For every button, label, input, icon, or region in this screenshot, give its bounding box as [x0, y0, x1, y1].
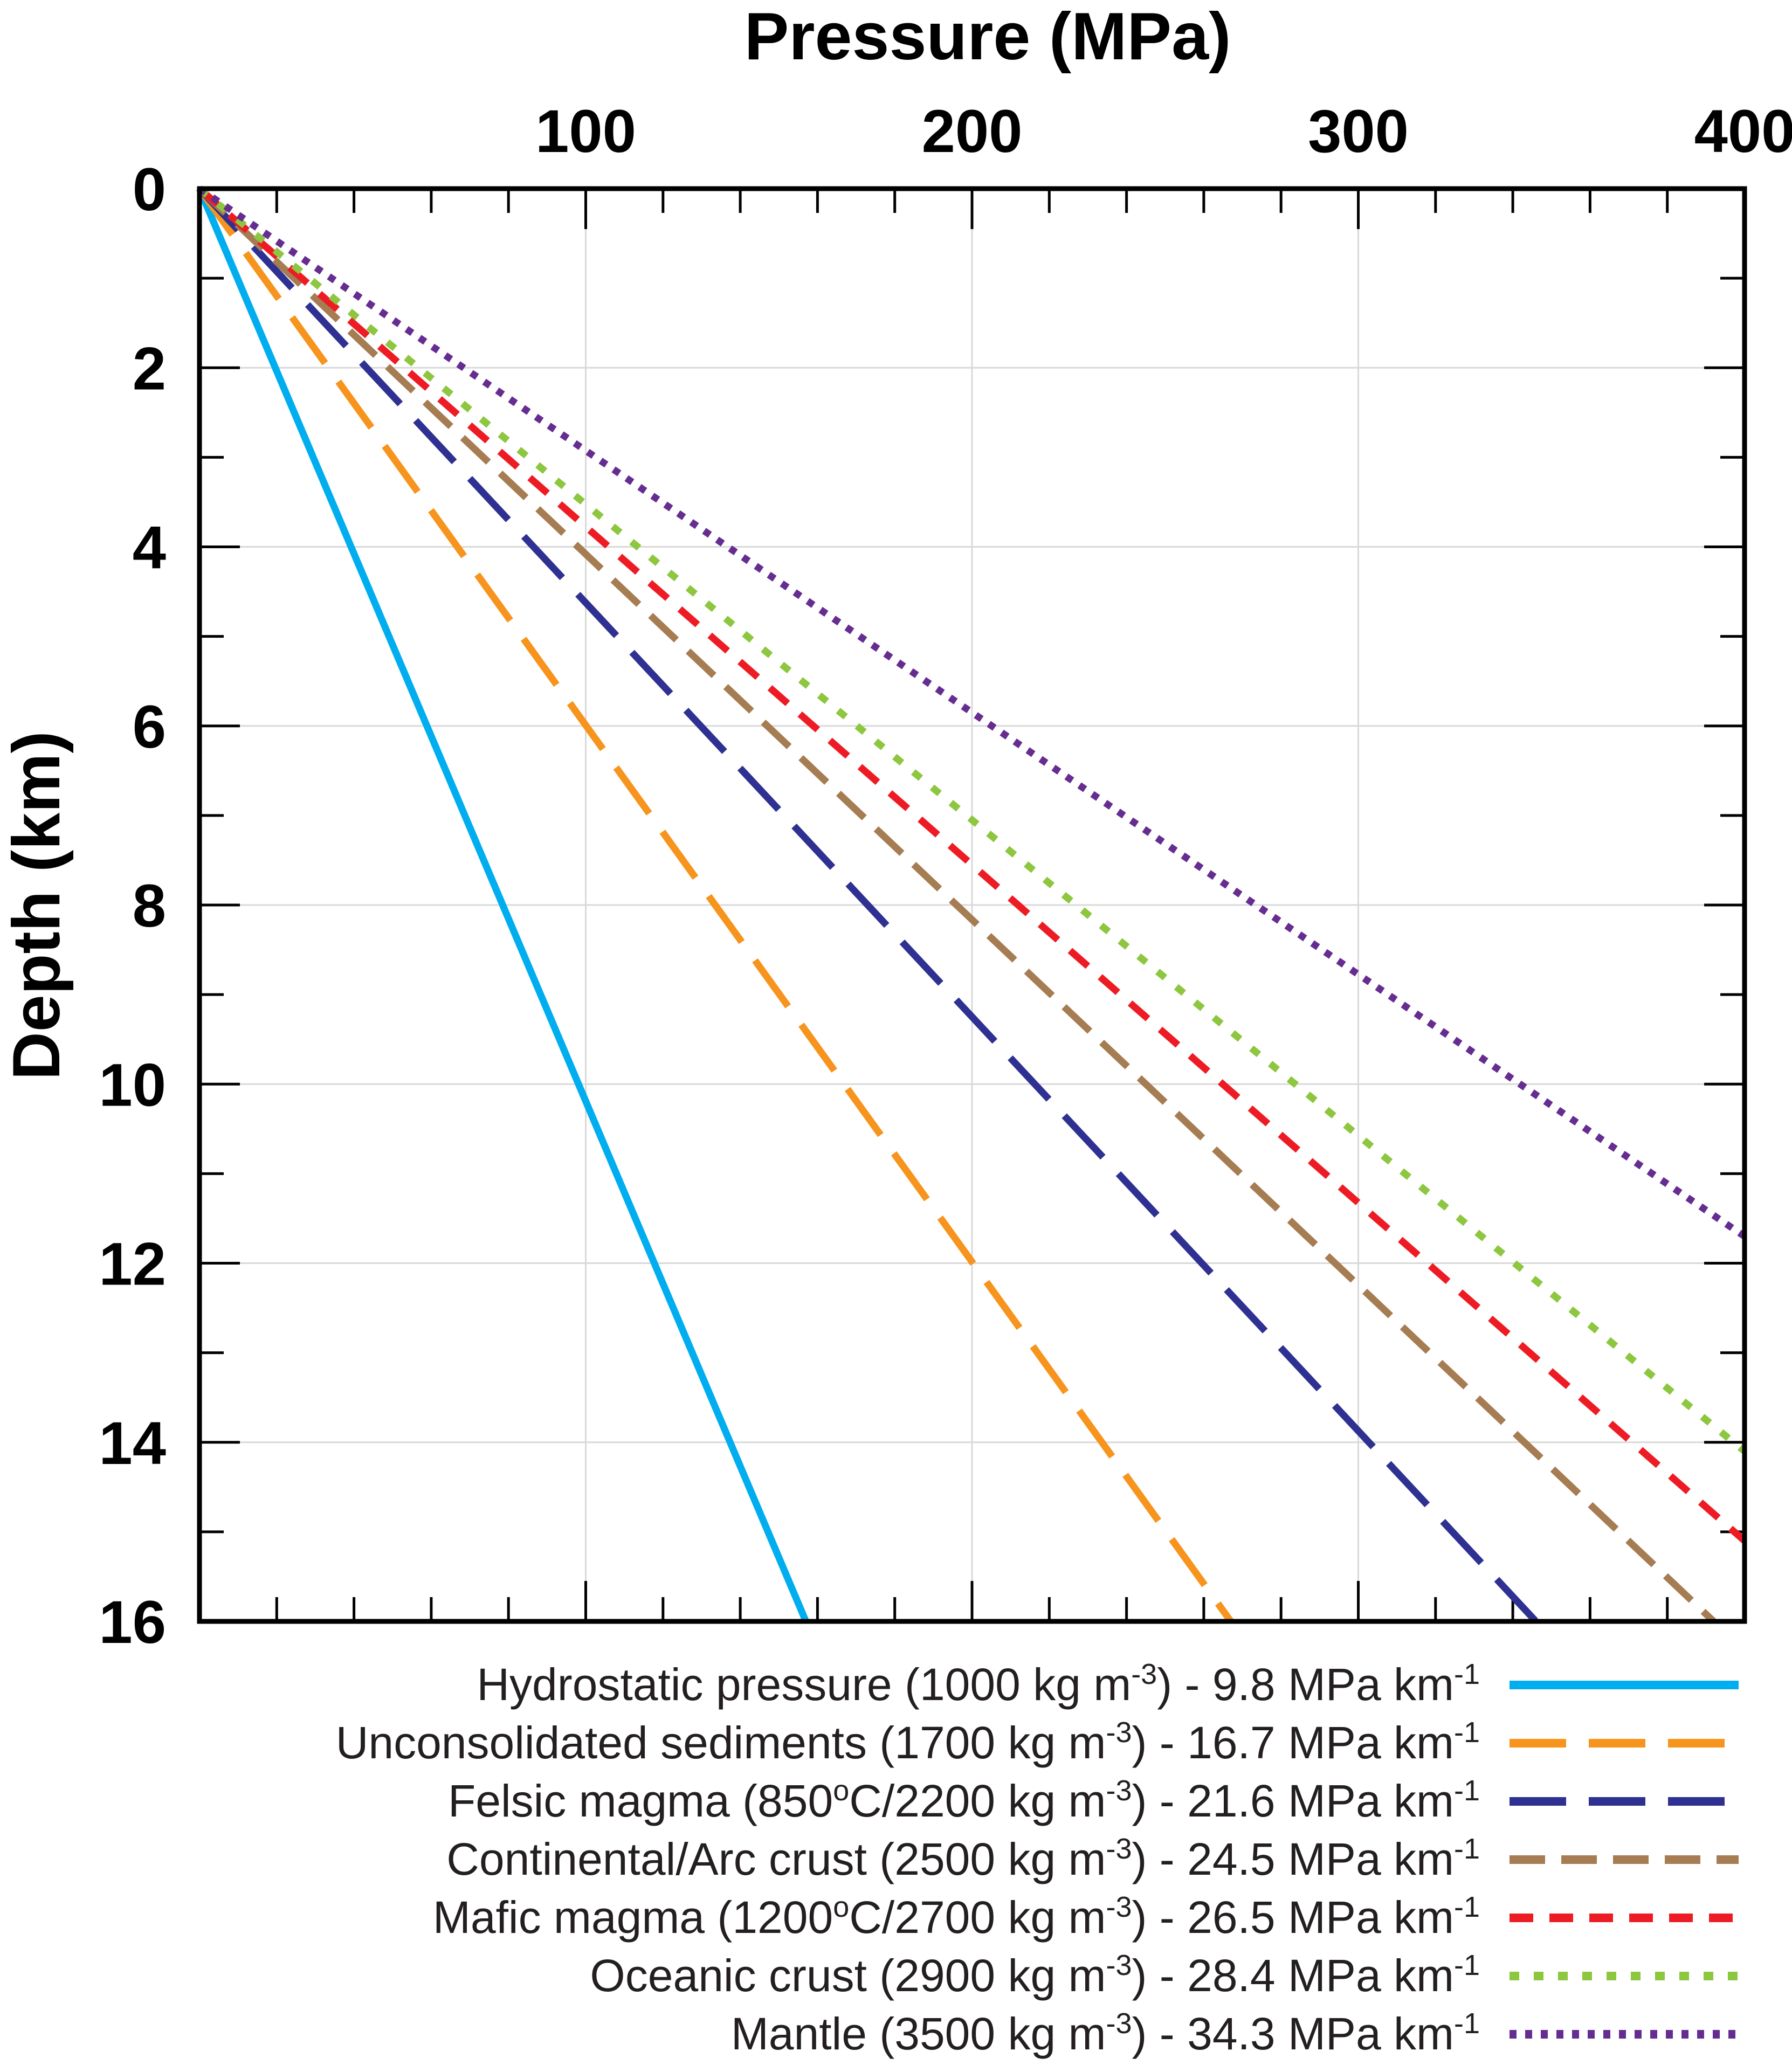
legend-item: Hydrostatic pressure (1000 kg m-3) - 9.8… [477, 1658, 1739, 1710]
tick-labels: 100 200 300 400 0 2 4 6 8 10 12 14 16 [99, 98, 1792, 1656]
axis-ticks [199, 189, 1745, 1621]
series-line-mafic-magma [197, 186, 1747, 1544]
legend-superscript: o [833, 1774, 849, 1807]
legend-label: Oceanic crust (2900 kg m-3) - 28.4 MPa k… [590, 1949, 1480, 2001]
y-tick-label: 4 [133, 514, 166, 582]
series-line-continental-arc-crust [197, 186, 1717, 1624]
legend-text-part: ) - 24.5 MPa km [1132, 1834, 1454, 1884]
y-tick-label: 16 [99, 1588, 166, 1656]
legend-superscript: -3 [1106, 1774, 1132, 1807]
legend-label: Hydrostatic pressure (1000 kg m-3) - 9.8… [477, 1658, 1480, 1710]
legend-superscript: -3 [1106, 1949, 1132, 1981]
series-lines [196, 185, 1747, 1624]
legend-superscript: -1 [1454, 1774, 1480, 1807]
y-axis-title: Depth (km) [0, 731, 74, 1080]
legend-text-part: Mantle (3500 kg m [731, 2008, 1106, 2059]
y-tick-label: 14 [99, 1410, 166, 1477]
legend-superscript: -1 [1454, 1949, 1480, 1981]
legend-text-part: ) - 9.8 MPa km [1157, 1659, 1454, 1710]
legend-superscript: -3 [1106, 1716, 1132, 1749]
series-line-unconsolidated-sediments [196, 187, 1234, 1624]
legend-text-part: Felsic magma (850 [448, 1776, 833, 1826]
legend-text-part: Continental/Arc crust (2500 kg m [446, 1834, 1106, 1884]
x-tick-label: 400 [1694, 98, 1792, 165]
series-line-oceanic-crust [197, 185, 1747, 1454]
legend-text-part: Mafic magma (1200 [433, 1892, 833, 1943]
legend-text-part: ) - 21.6 MPa km [1132, 1776, 1454, 1826]
legend-superscript: -3 [1106, 2007, 1132, 2040]
x-tick-label: 200 [922, 98, 1023, 165]
legend-text-part: Oceanic crust (2900 kg m [590, 1950, 1106, 2001]
legend-label: Mantle (3500 kg m-3) - 34.3 MPa km-1 [731, 2007, 1480, 2059]
x-tick-label: 300 [1308, 98, 1409, 165]
legend-label: Mafic magma (1200oC/2700 kg m-3) - 26.5 … [433, 1891, 1480, 1943]
y-tick-label: 2 [133, 335, 166, 402]
legend-label: Continental/Arc crust (2500 kg m-3) - 24… [446, 1833, 1480, 1884]
y-tick-label: 6 [133, 693, 166, 761]
legend-superscript: -3 [1131, 1658, 1157, 1690]
legend-item: Mantle (3500 kg m-3) - 34.3 MPa km-1 [731, 2007, 1739, 2059]
legend-item: Continental/Arc crust (2500 kg m-3) - 24… [446, 1833, 1739, 1884]
legend-text-part: C/2200 kg m [849, 1776, 1106, 1826]
y-tick-label: 10 [99, 1051, 166, 1118]
y-tick-label: 8 [133, 872, 166, 940]
legend-text-part: ) - 16.7 MPa km [1132, 1717, 1454, 1768]
legend-label: Unconsolidated sediments (1700 kg m-3) -… [336, 1716, 1480, 1768]
legend-text-part: ) - 26.5 MPa km [1132, 1892, 1454, 1943]
legend-superscript: -1 [1454, 1833, 1480, 1865]
legend-label: Felsic magma (850oC/2200 kg m-3) - 21.6 … [448, 1774, 1480, 1826]
legend-text-part: ) - 28.4 MPa km [1132, 1950, 1454, 2001]
legend-text-part: Unconsolidated sediments (1700 kg m [336, 1717, 1106, 1768]
series-line-hydrostatic-pressure [196, 187, 809, 1623]
x-tick-label: 100 [535, 98, 636, 165]
legend-superscript: o [833, 1891, 849, 1923]
y-tick-label: 0 [133, 156, 166, 223]
x-axis-title: Pressure (MPa) [745, 0, 1231, 74]
legend-item: Mafic magma (1200oC/2700 kg m-3) - 26.5 … [433, 1891, 1739, 1943]
y-tick-label: 12 [99, 1231, 166, 1298]
legend-superscript: -1 [1454, 1716, 1480, 1749]
legend-text-part: C/2700 kg m [849, 1892, 1106, 1943]
legend-superscript: -1 [1454, 1658, 1480, 1690]
series-line-felsic-magma [197, 186, 1539, 1624]
legend-text-part: ) - 34.3 MPa km [1132, 2008, 1454, 2059]
legend-item: Oceanic crust (2900 kg m-3) - 28.4 MPa k… [590, 1949, 1739, 2001]
legend-superscript: -3 [1106, 1891, 1132, 1923]
legend: Hydrostatic pressure (1000 kg m-3) - 9.8… [336, 1658, 1739, 2059]
plot-frame [197, 186, 1747, 1624]
legend-superscript: -1 [1454, 1891, 1480, 1923]
legend-text-part: Hydrostatic pressure (1000 kg m [477, 1659, 1131, 1710]
legend-item: Unconsolidated sediments (1700 kg m-3) -… [336, 1716, 1739, 1768]
legend-item: Felsic magma (850oC/2200 kg m-3) - 21.6 … [448, 1774, 1739, 1826]
legend-superscript: -1 [1454, 2007, 1480, 2040]
legend-superscript: -3 [1106, 1833, 1132, 1865]
